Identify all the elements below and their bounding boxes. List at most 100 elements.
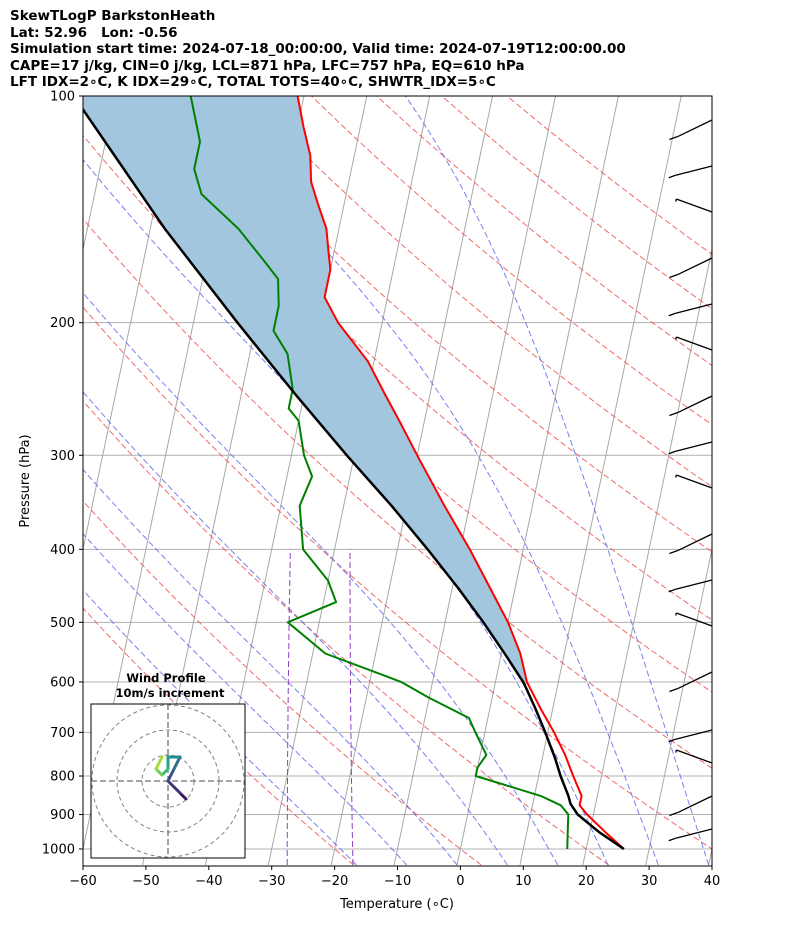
y-tick-label: 600 [50, 675, 75, 690]
dry-adiabat [506, 96, 712, 255]
y-tick-label: 300 [50, 449, 75, 464]
barb-flag [668, 174, 676, 179]
wind-barb [669, 533, 713, 555]
mixing-ratio-line [286, 549, 291, 865]
barb-flag [669, 811, 679, 817]
cape-fill [83, 96, 527, 688]
barb-flag [675, 474, 677, 478]
moist-adiabat [83, 292, 559, 866]
wind-barb [669, 257, 713, 279]
dewpoint-line [189, 96, 570, 850]
dry-adiabat [180, 96, 712, 553]
barb-shaft [677, 119, 713, 138]
y-axis-label: Pressure (hPa) [18, 434, 33, 527]
wind-barb [675, 612, 713, 627]
wind-barb [668, 441, 713, 455]
x-tick-label: 40 [704, 874, 721, 889]
moist-adiabat [83, 589, 357, 866]
barb-shaft [677, 795, 713, 814]
barb-flag [675, 198, 677, 202]
x-tick-label: −50 [132, 874, 159, 889]
x-tick-label: −40 [195, 874, 222, 889]
x-tick-label: 30 [641, 874, 658, 889]
inset-title: Wind Profile [126, 671, 206, 685]
header-latlon: Lat: 52.96 Lon: -0.56 [10, 24, 178, 41]
hodograph-segment [154, 755, 164, 771]
wind-barb [675, 198, 713, 213]
moist-adiabat [185, 96, 659, 866]
isotherm [582, 247, 712, 866]
parcel-line [83, 107, 625, 851]
wind-profile-inset: Wind Profile 10m/s increment [90, 671, 246, 859]
dry-adiabat [245, 96, 712, 488]
x-axis-label: Temperature (∘C) [339, 897, 454, 912]
wind-barb [675, 749, 713, 764]
barb-flag [675, 336, 677, 340]
barb-flag [669, 273, 679, 279]
y-axis: 1000 900 800 700 600 500 400 300 200 100 [42, 90, 83, 858]
dry-adiabat [376, 96, 712, 367]
barb-flag [668, 738, 676, 743]
barb-shaft [675, 303, 713, 315]
wind-barb [669, 795, 713, 817]
y-tick-label: 100 [50, 90, 75, 105]
barb-shaft [676, 749, 713, 764]
y-tick-label: 200 [50, 316, 75, 331]
y-tick-label: 1000 [42, 843, 75, 858]
moist-adiabat [405, 96, 710, 866]
wind-barb [668, 828, 713, 842]
dry-adiabat [83, 306, 712, 850]
header-station: SkewTLogP BarkstonHeath [10, 8, 216, 24]
barb-flag [668, 450, 676, 455]
x-tick-label: −20 [321, 874, 348, 889]
barb-flag [669, 135, 679, 141]
y-tick-label: 800 [50, 770, 75, 785]
barb-shaft [675, 579, 713, 591]
header-times: Simulation start time: 2024-07-18_00:00:… [10, 41, 626, 58]
x-tick-label: −30 [258, 874, 285, 889]
y-tick-label: 900 [50, 808, 75, 823]
hodograph-segment [172, 755, 182, 771]
profile-lines [83, 96, 625, 851]
isotherm [645, 546, 712, 866]
isotherm [772, 96, 794, 865]
barb-shaft [676, 336, 713, 351]
dry-adiabat [311, 96, 712, 426]
isotherm [83, 96, 179, 552]
barb-flag [669, 549, 679, 555]
wind-barbs [668, 119, 713, 842]
moist-adiabat [83, 391, 508, 866]
isotherm [456, 96, 619, 866]
barb-shaft [676, 474, 713, 489]
wind-barb [669, 395, 713, 417]
barb-flag [668, 312, 676, 317]
y-tick-label: 700 [50, 726, 75, 741]
barb-shaft [677, 671, 713, 690]
dry-adiabat [115, 96, 712, 621]
barb-shaft [675, 828, 713, 840]
dry-adiabat [83, 400, 609, 866]
wind-barb [668, 579, 713, 593]
barb-shaft [675, 729, 713, 741]
wind-barb [669, 119, 713, 141]
barb-flag [668, 588, 676, 593]
barb-flag [675, 749, 677, 753]
wind-barb [668, 303, 713, 317]
barb-flag [668, 837, 676, 842]
x-tick-label: −10 [384, 874, 411, 889]
x-tick-label: 0 [456, 874, 464, 889]
dry-adiabat [83, 607, 354, 866]
x-tick-label: −60 [69, 874, 96, 889]
x-tick-label: 10 [515, 874, 532, 889]
hodograph-segment [166, 779, 182, 795]
x-tick-label: 20 [578, 874, 595, 889]
inset-subtitle: 10m/s increment [116, 686, 225, 700]
isotherm [708, 846, 712, 866]
mixing-ratio-line [349, 549, 354, 866]
barb-shaft [677, 257, 713, 276]
barb-shaft [676, 612, 713, 627]
y-tick-label: 500 [50, 616, 75, 631]
dry-adiabat [441, 96, 712, 310]
wind-barb [668, 165, 713, 179]
